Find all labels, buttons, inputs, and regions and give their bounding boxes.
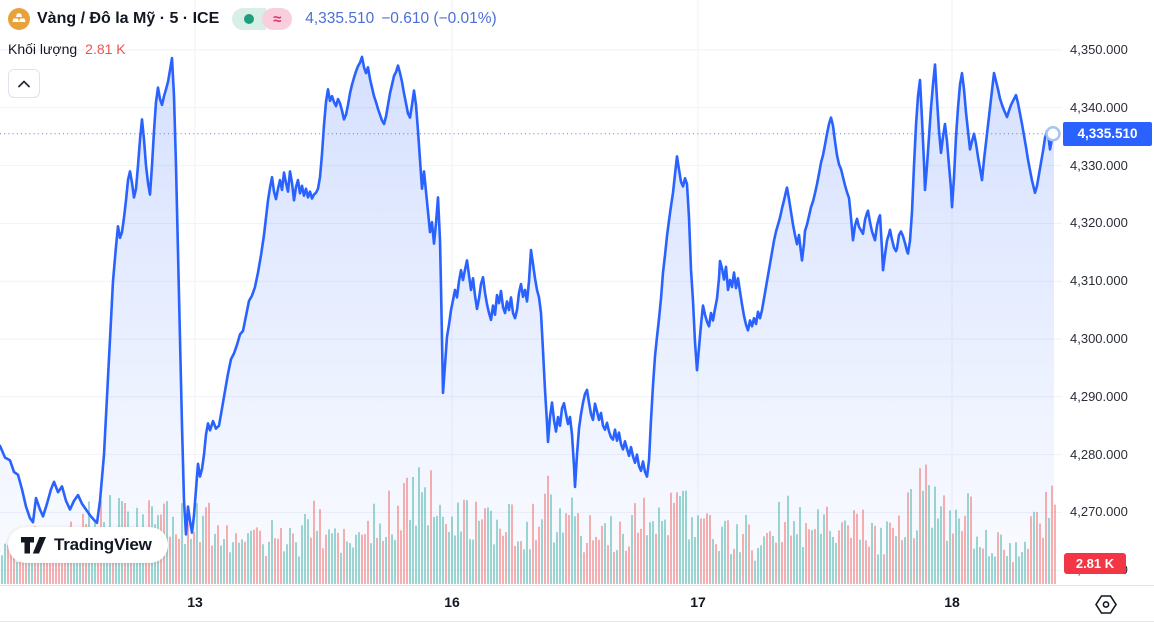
tradingview-logo-mark-icon: [21, 536, 46, 553]
price-area-fill: [0, 56, 1054, 584]
tradingview-logo-text: TradingView: [54, 535, 152, 554]
last-price-value: 4,335.510: [305, 10, 375, 27]
volume-value: 2.81 K: [85, 41, 126, 57]
price-axis-label: 4,340.000: [1070, 100, 1128, 115]
symbol-title[interactable]: Vàng / Đô la Mỹ · 5 · ICE: [37, 10, 220, 27]
bottom-divider: [0, 621, 1154, 624]
time-axis-label: 18: [944, 594, 960, 610]
volume-value-badge: 2.81 K: [1064, 553, 1126, 574]
price-axis-label: 4,320.000: [1070, 215, 1128, 230]
hexagon-icon: [1095, 594, 1117, 614]
gold-bars-glyph: [12, 13, 26, 22]
price-axis-label: 4,290.000: [1070, 389, 1128, 404]
collapse-legend-button[interactable]: [8, 69, 40, 98]
status-badges: ≈: [232, 8, 293, 30]
symbol-row: Vàng / Đô la Mỹ · 5 · ICE ≈ 4,335.510 −0…: [8, 6, 497, 32]
time-axis-label: 16: [444, 594, 460, 610]
approx-price-badge[interactable]: ≈: [262, 8, 293, 30]
market-status-badge[interactable]: [232, 8, 267, 30]
price-line-series: [0, 55, 1056, 536]
price-change-value: −0.610 (−0.01%): [381, 10, 497, 27]
volume-label[interactable]: Khối lượng: [8, 41, 78, 57]
price-axis-label: 4,310.000: [1070, 273, 1128, 288]
last-price-badge: 4,335.510: [1063, 122, 1152, 146]
market-open-dot-icon: [244, 14, 255, 24]
price-axis-label: 4,350.000: [1070, 42, 1128, 57]
price-axis-label: 4,330.000: [1070, 158, 1128, 173]
chevron-up-icon: [18, 80, 30, 87]
time-axis-label: 17: [690, 594, 706, 610]
volume-row: Khối lượng 2.81 K: [8, 38, 497, 60]
price-axis-label: 4,300.000: [1070, 331, 1128, 346]
tradingview-logo[interactable]: TradingView: [8, 527, 168, 563]
price-axis-label: 4,270.000: [1070, 504, 1128, 519]
hexagon-settings-icon[interactable]: [1093, 591, 1119, 617]
price-axis[interactable]: 4,260.0004,270.0004,280.0004,290.0004,30…: [1062, 0, 1154, 585]
time-axis-label: 13: [187, 594, 203, 610]
gold-symbol-icon: [8, 8, 30, 30]
time-axis[interactable]: 13 16 17 18: [0, 585, 1154, 622]
price-axis-label: 4,280.000: [1070, 447, 1128, 462]
chart-legend: Vàng / Đô la Mỹ · 5 · ICE ≈ 4,335.510 −0…: [8, 6, 497, 98]
last-price-marker: [1045, 126, 1061, 142]
